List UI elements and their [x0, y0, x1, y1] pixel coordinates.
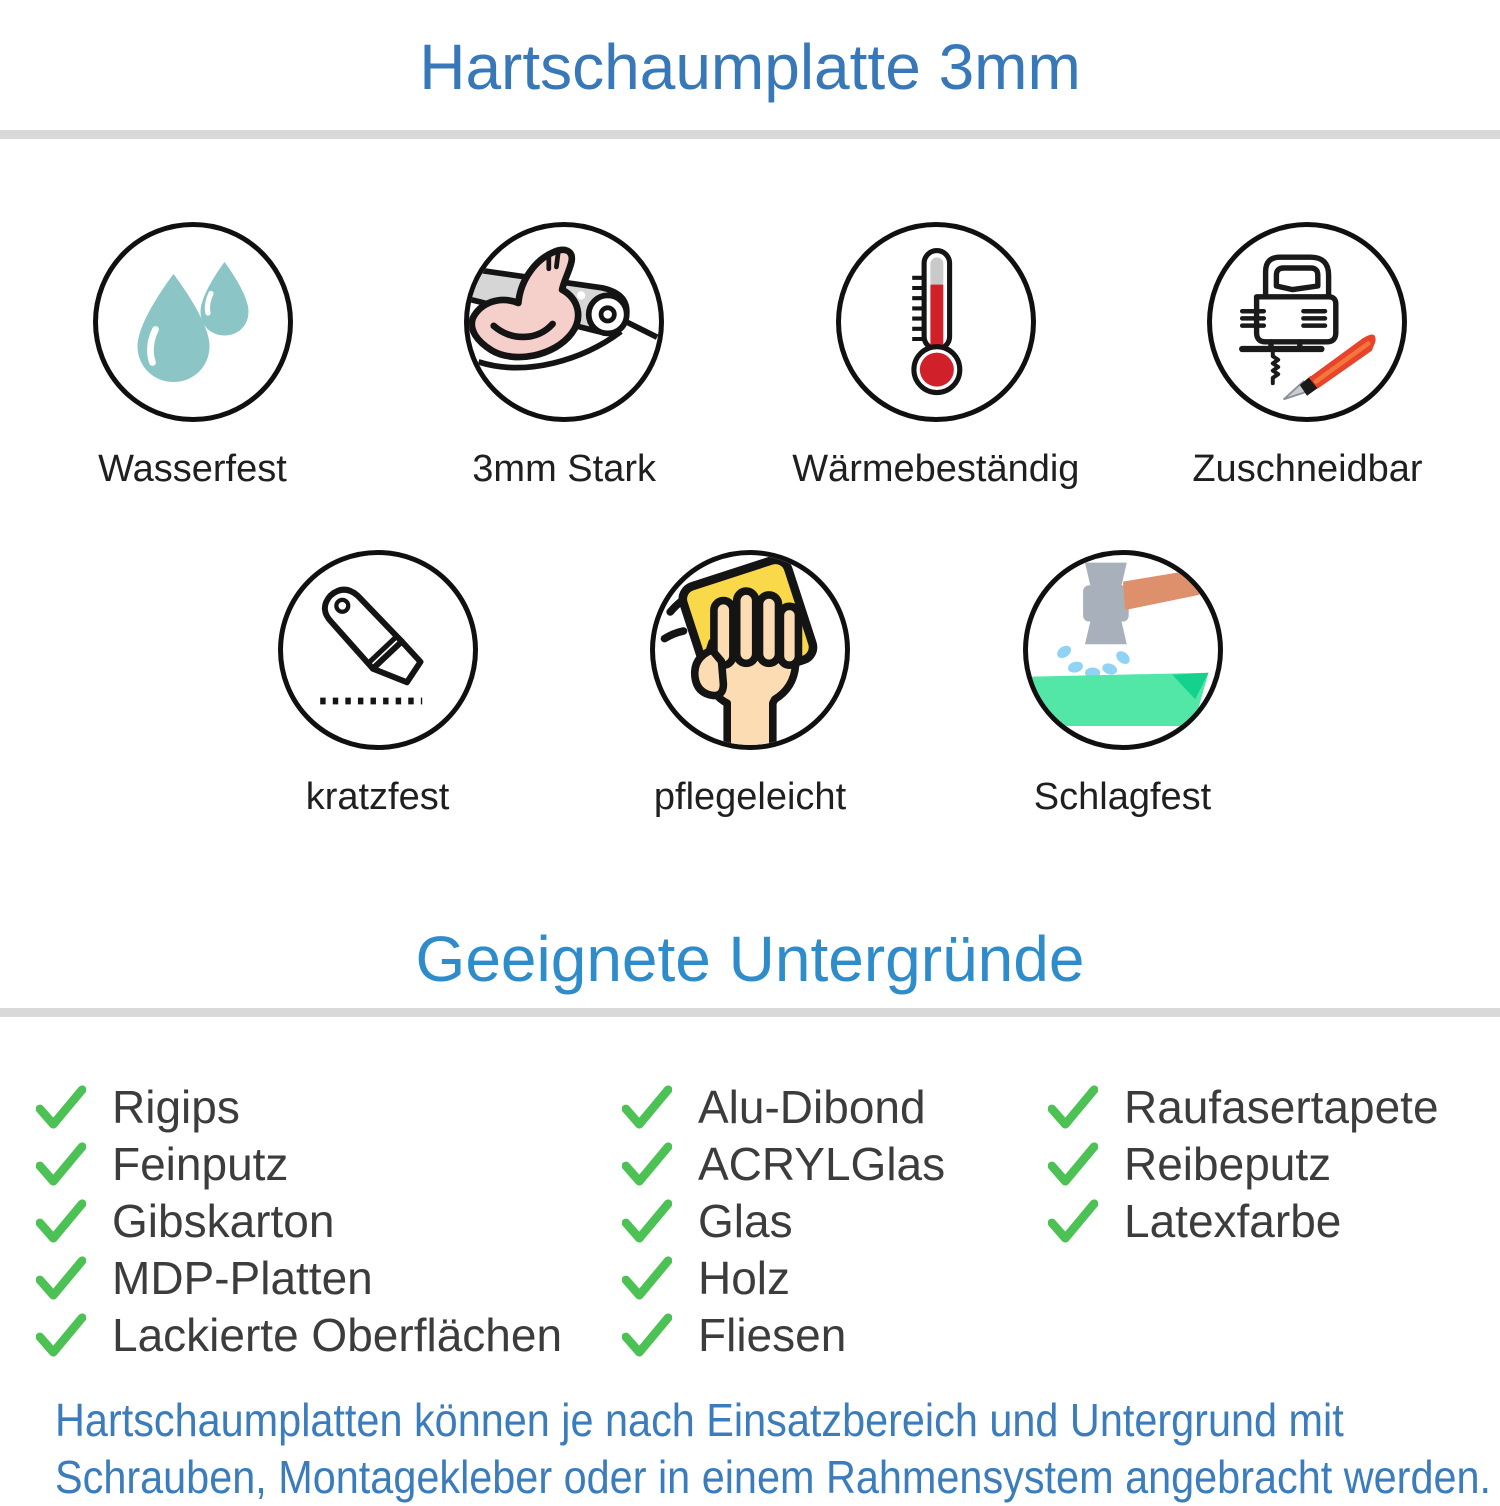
check-icon — [622, 1255, 672, 1300]
feature-label: kratzfest — [305, 776, 450, 818]
hammer-on-surface-icon — [1022, 550, 1223, 750]
list-item: Raufasertapete — [1048, 1078, 1439, 1135]
list-item-label: Holz — [698, 1251, 791, 1304]
footer-line: Schrauben, Montagekleber oder in einem R… — [55, 1451, 1492, 1503]
footer-note: Hartschaumplatten können je nach Einsatz… — [55, 1392, 1500, 1506]
list-item-label: ACRYLGlas — [698, 1137, 946, 1190]
divider — [0, 1008, 1500, 1017]
check-icon — [622, 1312, 672, 1357]
list-item: Gibskarton — [36, 1192, 562, 1249]
list-item: Feinputz — [36, 1135, 562, 1192]
list-item-label: Rigips — [112, 1080, 240, 1133]
divider — [0, 130, 1500, 139]
thermometer-icon — [835, 222, 1036, 422]
feature-label: Wasserfest — [98, 448, 287, 490]
list-item-label: Glas — [698, 1194, 793, 1247]
footer-line: Hartschaumplatten können je nach Einsatz… — [55, 1394, 1344, 1446]
feature-kratzfest: kratzfest — [205, 550, 550, 819]
list-item: Holz — [622, 1249, 945, 1306]
jigsaw-cutter-icon — [1207, 222, 1408, 422]
muscle-arm-rolled-sheet-icon — [464, 222, 665, 422]
check-icon — [1048, 1141, 1098, 1186]
list-item: Alu-Dibond — [622, 1078, 945, 1135]
list-item: MDP-Platten — [36, 1249, 562, 1306]
check-icon — [622, 1141, 672, 1186]
check-icon — [1048, 1198, 1098, 1243]
check-icon — [36, 1312, 86, 1357]
feature-label: Schlagfest — [1033, 776, 1212, 818]
feature-label: pflegeleicht — [653, 776, 847, 818]
check-icon — [622, 1198, 672, 1243]
check-icon — [36, 1084, 86, 1129]
feature-row-2: kratzfest — [205, 550, 1295, 819]
list-item-label: Lackierte Oberflächen — [112, 1308, 563, 1361]
hand-with-cloth-icon — [650, 550, 850, 750]
substrates-section: Rigips Feinputz Gibskarton MDP-Platten L… — [0, 1078, 1500, 1368]
feature-3mm-stark: 3mm Stark — [392, 222, 737, 491]
list-item: ACRYLGlas — [622, 1135, 945, 1192]
feature-pflegeleicht: pflegeleicht — [578, 550, 923, 819]
substrates-column-3: Raufasertapete Reibeputz Latexfarbe — [1048, 1078, 1439, 1249]
list-item-label: Gibskarton — [112, 1194, 335, 1247]
check-icon — [622, 1084, 672, 1129]
check-icon — [36, 1198, 86, 1243]
list-item: Fliesen — [622, 1306, 945, 1363]
section-title-substrates: Geeignete Untergründe — [415, 923, 1085, 995]
feature-label: 3mm Stark — [472, 448, 656, 490]
check-icon — [1048, 1084, 1098, 1129]
feature-zuschneidbar: Zuschneidbar — [1135, 222, 1480, 491]
page-title: Hartschaumplatte 3mm — [419, 31, 1081, 103]
list-item: Glas — [622, 1192, 945, 1249]
list-item-label: Latexfarbe — [1124, 1194, 1342, 1247]
list-item-label: Feinputz — [112, 1137, 289, 1190]
feature-row-1: Wasserfest 3mm Stark — [20, 222, 1480, 491]
feature-wasserfest: Wasserfest — [20, 222, 365, 491]
feature-waermebestaendig: Wärmebeständig — [763, 222, 1108, 491]
feature-schlagfest: Schlagfest — [950, 550, 1295, 819]
list-item: Latexfarbe — [1048, 1192, 1439, 1249]
substrates-column-1: Rigips Feinputz Gibskarton MDP-Platten L… — [36, 1078, 562, 1363]
list-item: Reibeputz — [1048, 1135, 1439, 1192]
feature-label: Wärmebeständig — [792, 448, 1080, 490]
list-item-label: Alu-Dibond — [698, 1080, 926, 1133]
list-item: Lackierte Oberflächen — [36, 1306, 562, 1363]
check-icon — [36, 1255, 86, 1300]
water-drops-icon — [92, 222, 293, 422]
check-icon — [36, 1141, 86, 1186]
substrates-column-2: Alu-Dibond ACRYLGlas Glas Holz Fliesen — [622, 1078, 945, 1363]
list-item-label: Reibeputz — [1124, 1137, 1332, 1190]
list-item-label: MDP-Platten — [112, 1251, 373, 1304]
list-item: Rigips — [36, 1078, 562, 1135]
list-item-label: Fliesen — [698, 1308, 847, 1361]
utility-knife-icon — [277, 550, 478, 750]
list-item-label: Raufasertapete — [1124, 1080, 1439, 1133]
feature-label: Zuschneidbar — [1192, 448, 1423, 490]
